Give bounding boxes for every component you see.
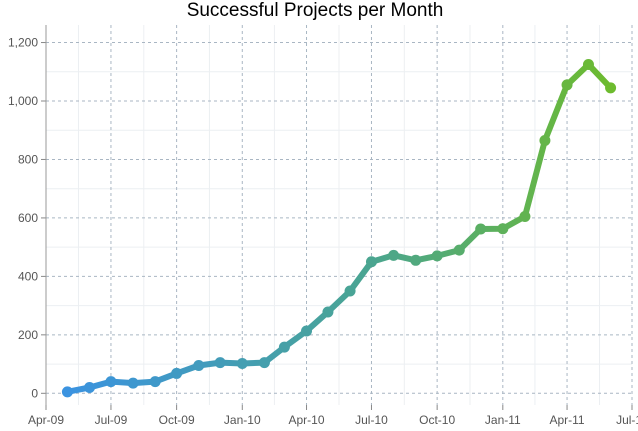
data-point: [84, 381, 96, 393]
chart-title: Successful Projects per Month: [187, 0, 444, 21]
data-point: [127, 377, 139, 389]
data-point: [61, 386, 73, 398]
data-point: [582, 58, 594, 70]
x-tick-label: Apr-10: [289, 413, 325, 427]
data-point: [236, 357, 248, 369]
grid: [45, 25, 633, 405]
data-point: [105, 376, 117, 388]
y-tick-label: 600: [18, 211, 38, 225]
y-tick-label: 800: [18, 152, 38, 166]
x-tick-label: Jan-10: [224, 413, 261, 427]
axes: 0 200 400 600 800 1,000 1,200 Apr-09 Jul-09 Oct-0…: [8, 25, 638, 427]
data-point: [278, 341, 290, 353]
x-tick-label: Apr-09: [28, 413, 64, 427]
data-point: [301, 325, 313, 337]
y-tick-label: 200: [18, 328, 38, 342]
data-point: [193, 360, 205, 372]
x-tick-label: Jul-09: [95, 413, 128, 427]
y-tick-label: 1,200: [8, 36, 38, 50]
y-tick-label: 1,000: [8, 94, 38, 108]
data-point: [561, 79, 573, 91]
data-point: [149, 376, 161, 388]
data-point: [214, 357, 226, 369]
data-point: [258, 357, 270, 369]
data-point: [365, 256, 377, 268]
data-point: [605, 82, 617, 94]
y-tick-label: 0: [31, 386, 38, 400]
x-tick-label: Oct-10: [419, 413, 455, 427]
data-point: [431, 250, 443, 262]
data-point: [410, 254, 422, 266]
y-tick-label: 400: [18, 269, 38, 283]
data-point: [344, 285, 356, 297]
x-tick-label: Oct-09: [159, 413, 195, 427]
data-point: [539, 134, 551, 146]
data-point: [519, 210, 531, 222]
x-tick-label: Jul-11: [616, 413, 638, 427]
data-point: [322, 306, 334, 318]
x-tick-label: Jan-11: [485, 413, 521, 427]
data-point: [497, 223, 509, 235]
data-point: [388, 249, 400, 261]
data-point: [171, 367, 183, 379]
data-point: [475, 223, 487, 235]
x-tick-label: Jul-10: [355, 413, 388, 427]
x-tick-label: Apr-11: [549, 413, 584, 427]
series: [61, 58, 617, 398]
data-point: [453, 244, 465, 256]
